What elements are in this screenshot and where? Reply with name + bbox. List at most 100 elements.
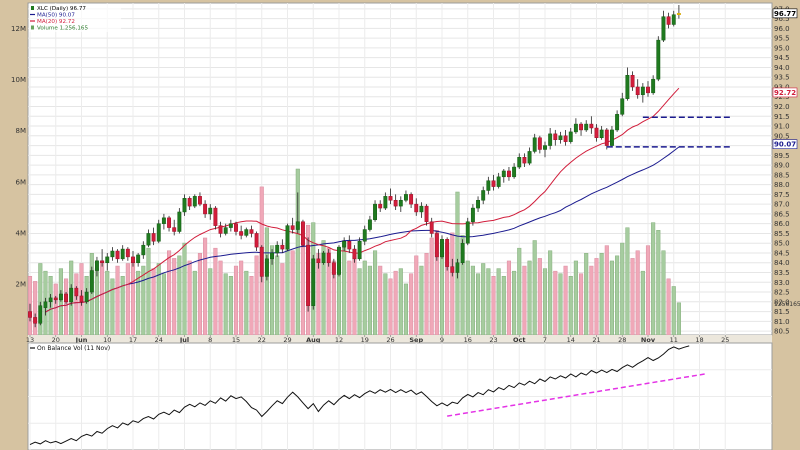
candle-body bbox=[445, 239, 450, 267]
candle-body bbox=[249, 229, 254, 234]
candle-body bbox=[517, 157, 522, 168]
candle bbox=[610, 126, 614, 148]
candle bbox=[136, 252, 141, 267]
volume-bar bbox=[182, 242, 187, 336]
candle-body bbox=[630, 75, 635, 88]
volume-bar bbox=[136, 270, 141, 336]
candle bbox=[316, 249, 321, 269]
last-volume-label: 1256165 bbox=[774, 301, 800, 308]
candle-body bbox=[522, 157, 527, 164]
candle-body bbox=[594, 127, 599, 139]
date-tick-label: 24 bbox=[155, 336, 163, 344]
candle-body bbox=[486, 180, 491, 191]
candle bbox=[470, 204, 475, 226]
date-tick-label: 16 bbox=[464, 336, 472, 344]
candle-body bbox=[254, 233, 259, 248]
volume-bar bbox=[476, 273, 481, 336]
candle-body bbox=[419, 205, 424, 213]
volume-bar bbox=[424, 253, 429, 336]
date-tick-label: 20 bbox=[52, 336, 60, 344]
volume-bar bbox=[151, 268, 156, 336]
candle bbox=[301, 219, 305, 248]
candle-body bbox=[589, 123, 594, 129]
candle-body bbox=[527, 151, 532, 164]
date-tick-label: 11 bbox=[670, 336, 678, 344]
candle bbox=[352, 245, 357, 263]
candle-body bbox=[301, 221, 305, 246]
volume-bar bbox=[465, 260, 470, 336]
legend-label: XLC (Daily) 96.77 bbox=[37, 6, 86, 12]
candle-body bbox=[223, 227, 228, 234]
volume-bar bbox=[105, 270, 110, 336]
candle-body bbox=[553, 133, 558, 140]
candle bbox=[486, 176, 491, 195]
volume-bar bbox=[506, 260, 511, 336]
candle bbox=[156, 219, 161, 244]
candle bbox=[491, 174, 496, 191]
candlesticks bbox=[28, 4, 681, 328]
candle bbox=[434, 231, 439, 261]
price-tick-label: 93.5 bbox=[774, 74, 790, 82]
candle-body bbox=[311, 258, 316, 306]
candle-body bbox=[558, 135, 563, 140]
candle bbox=[131, 251, 135, 267]
date-tick-label: 28 bbox=[618, 336, 626, 344]
candle-body bbox=[584, 123, 589, 131]
support-lines bbox=[606, 116, 731, 148]
date-tick-label: Jul bbox=[179, 336, 189, 344]
candle-body bbox=[306, 244, 311, 306]
date-tick-label: 8 bbox=[208, 336, 212, 344]
volume-bar bbox=[218, 260, 223, 336]
candle bbox=[661, 10, 666, 43]
candle bbox=[532, 133, 537, 154]
candle-body bbox=[337, 246, 341, 275]
candle bbox=[496, 172, 501, 189]
date-tick-label: 18 bbox=[695, 336, 703, 344]
price-tick-label: 82.5 bbox=[774, 289, 790, 297]
date-tick-label: 26 bbox=[386, 336, 394, 344]
candle-body bbox=[671, 14, 676, 25]
price-tick-label: 84.0 bbox=[774, 259, 790, 267]
date-tick-label: 9 bbox=[440, 336, 444, 344]
candle-body bbox=[414, 203, 419, 213]
candle-body bbox=[393, 199, 398, 207]
candle-body bbox=[58, 293, 63, 301]
candle bbox=[331, 258, 336, 279]
candle-body bbox=[239, 231, 244, 236]
volume-bar bbox=[280, 263, 285, 336]
price-tick-label: 86.0 bbox=[774, 220, 790, 228]
volume-bar bbox=[300, 245, 305, 336]
candle bbox=[630, 71, 635, 91]
volume-bar bbox=[362, 260, 367, 336]
candle bbox=[285, 223, 290, 252]
volume-bar bbox=[573, 260, 578, 336]
candle bbox=[182, 194, 187, 216]
candle bbox=[151, 227, 156, 246]
obv-line bbox=[29, 345, 690, 446]
candle-body bbox=[115, 250, 120, 260]
volume-bar bbox=[532, 240, 537, 336]
candle bbox=[58, 290, 63, 302]
candle-body bbox=[192, 196, 197, 207]
candle-body bbox=[187, 198, 192, 207]
candle bbox=[537, 135, 542, 154]
candle bbox=[501, 169, 506, 183]
volume-tick-label: 10M bbox=[11, 76, 26, 84]
candle-body bbox=[620, 98, 625, 115]
price-tick-label: 82.0 bbox=[774, 298, 790, 306]
candle bbox=[388, 188, 393, 205]
volume-bar bbox=[228, 276, 233, 336]
candle-body bbox=[228, 223, 233, 228]
candle bbox=[254, 231, 259, 252]
volume-bar bbox=[439, 245, 445, 336]
price-tick-label: 86.5 bbox=[774, 210, 790, 218]
candle-body bbox=[398, 199, 403, 207]
volume-bar bbox=[146, 247, 151, 336]
candle-body bbox=[28, 311, 32, 318]
candle-body bbox=[429, 221, 434, 234]
candle-body bbox=[270, 252, 275, 260]
candle-body bbox=[568, 131, 573, 142]
candle bbox=[306, 237, 311, 312]
price-tick-label: 91.0 bbox=[774, 123, 790, 131]
last-value-box bbox=[772, 87, 798, 98]
